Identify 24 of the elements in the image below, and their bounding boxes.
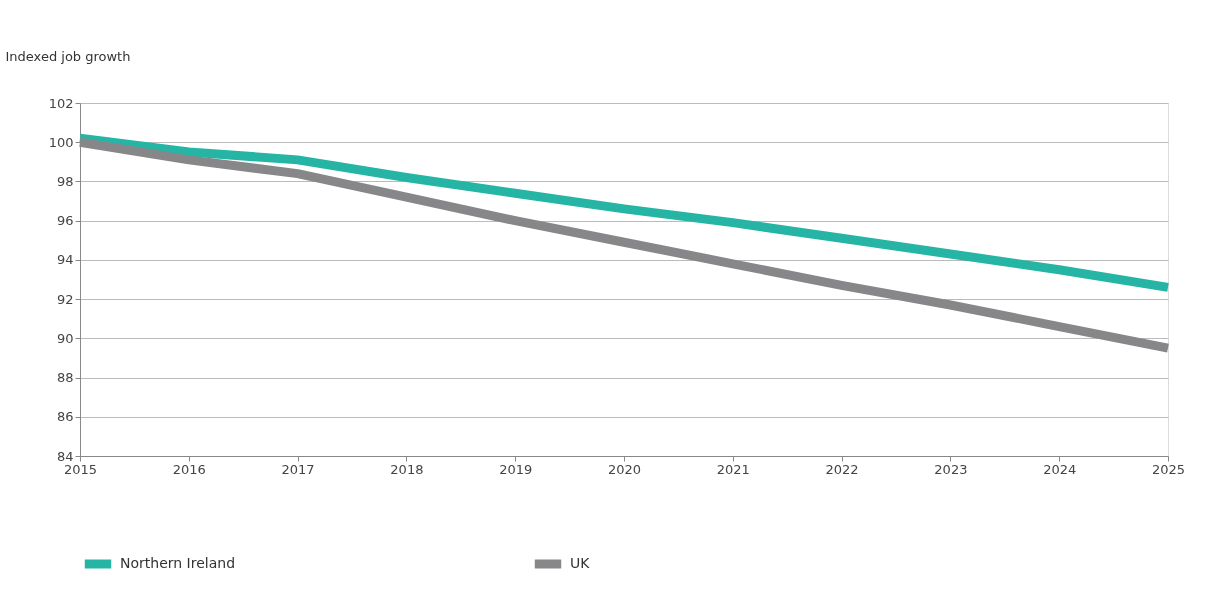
- x-tick-label: 2022: [825, 461, 859, 477]
- x-tick-label: 2016: [172, 461, 206, 477]
- legend-label: UK: [570, 555, 591, 571]
- y-tick-label: 98: [56, 173, 74, 189]
- x-tick-label: 2025: [1151, 461, 1186, 477]
- x-tick-label: 2019: [499, 461, 533, 477]
- y-tick-label: 96: [56, 213, 74, 229]
- y-tick-label: 102: [48, 95, 74, 111]
- x-tick-label: 2020: [607, 461, 642, 477]
- x-tick-label: 2017: [281, 461, 315, 477]
- y-tick-label: 90: [56, 330, 74, 346]
- y-tick-label: 86: [56, 409, 74, 425]
- x-tick-label: 2021: [716, 461, 750, 477]
- legend-label: Northern Ireland: [120, 555, 236, 571]
- x-tick-label: 2018: [390, 461, 424, 477]
- y-tick-label: 94: [56, 252, 74, 268]
- y-tick-label: 84: [56, 448, 74, 464]
- x-tick-label: 2024: [1043, 461, 1077, 477]
- x-tick-label: 2023: [934, 461, 968, 477]
- y-tick-label: 92: [56, 291, 74, 307]
- y-axis-title: Indexed job growth: [5, 48, 131, 64]
- y-tick-label: 88: [56, 370, 74, 386]
- y-tick-label: 100: [48, 134, 74, 150]
- x-tick-label: 2015: [63, 461, 98, 477]
